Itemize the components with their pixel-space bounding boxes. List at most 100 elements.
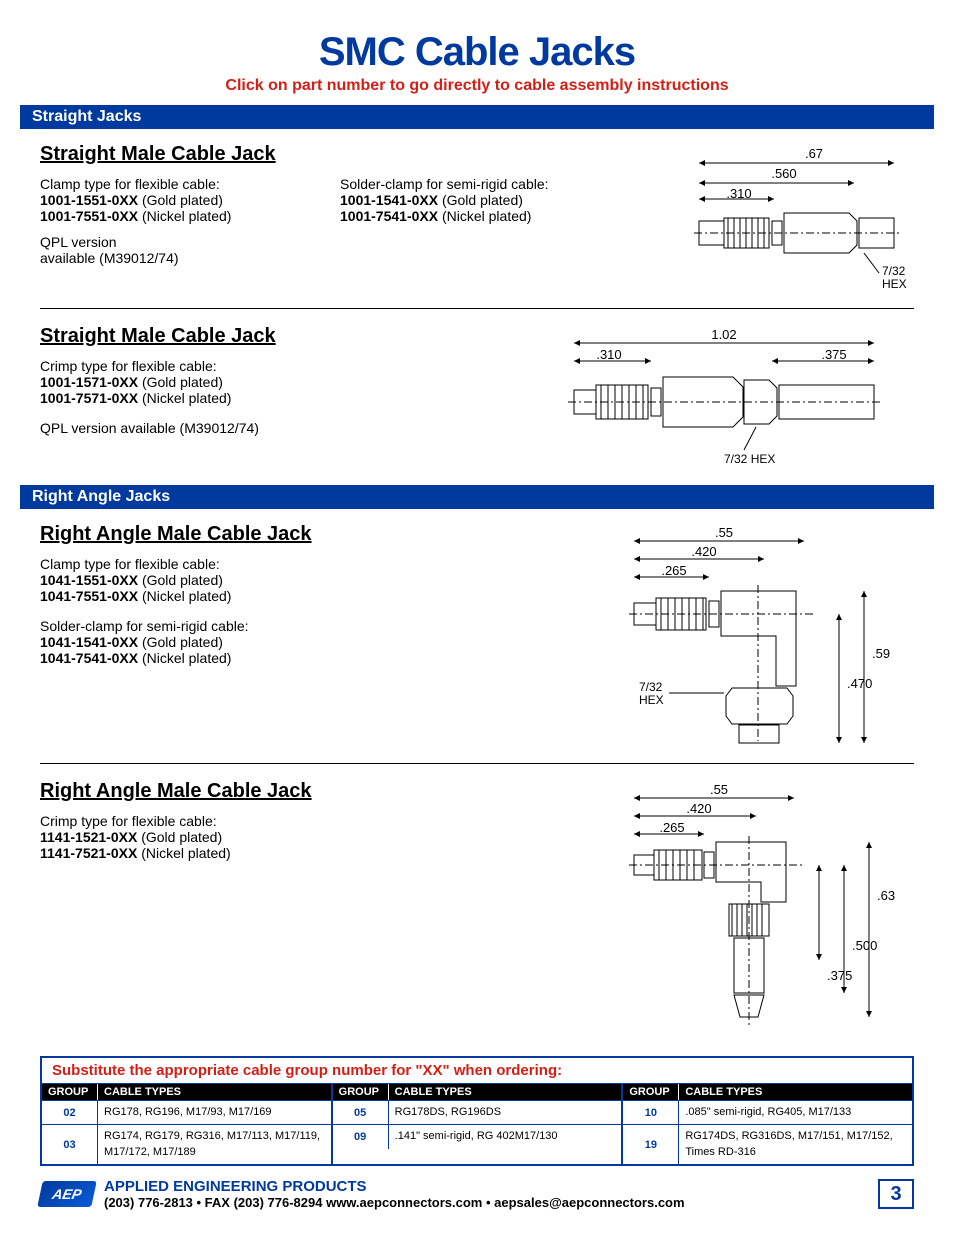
company-logo-icon: AEP (37, 1181, 97, 1207)
table-row: 05RG178DS, RG196DS (333, 1100, 622, 1124)
product-text: Right Angle Male Cable Jack Crimp type f… (40, 780, 564, 1030)
product-row: Straight Male Cable Jack Clamp type for … (40, 137, 914, 304)
product-intro: Clamp type for flexible cable: (40, 176, 324, 192)
product-text: Right Angle Male Cable Jack Clamp type f… (40, 523, 564, 753)
dim-label: .55 (715, 525, 733, 540)
footer-text: APPLIED ENGINEERING PRODUCTS (203) 776-2… (104, 1178, 868, 1210)
page-subtitle: Click on part number to go directly to c… (40, 77, 914, 95)
part-number-line: 1041-1541-0XX (Gold plated) (40, 634, 564, 650)
part-number-line: 1001-1551-0XX (Gold plated) (40, 192, 324, 208)
part-note: (Nickel plated) (138, 650, 231, 666)
hex-label: HEX (639, 693, 664, 707)
product-intro: Crimp type for flexible cable: (40, 813, 564, 829)
company-name: APPLIED ENGINEERING PRODUCTS (104, 1178, 367, 1195)
part-number-link[interactable]: 1141-1521-0XX (40, 829, 137, 845)
col-header: GROUP (333, 1084, 389, 1100)
part-number-line: 1041-7541-0XX (Nickel plated) (40, 650, 564, 666)
part-number-line: 1001-1571-0XX (Gold plated) (40, 374, 514, 390)
divider (40, 763, 914, 764)
col-header: CABLE TYPES (679, 1084, 912, 1100)
product-heading: Right Angle Male Cable Jack (40, 523, 564, 546)
footer-contact: (203) 776-2813 • FAX (203) 776-8294 www.… (104, 1195, 685, 1210)
part-number-link[interactable]: 1001-1541-0XX (340, 192, 438, 208)
dim-label: .265 (659, 820, 684, 835)
col-header: GROUP (623, 1084, 679, 1100)
product-heading: Straight Male Cable Jack (40, 325, 514, 348)
part-number-link[interactable]: 1001-1571-0XX (40, 374, 138, 390)
connector-diagram: .55 .420 .265 .59 .470 7/32 HEX (584, 523, 914, 753)
product-text: Straight Male Cable Jack Crimp type for … (40, 325, 514, 475)
connector-diagram: 1.02 .375 .310 7/32 HEX (534, 325, 914, 475)
hex-label: 7/32 HEX (724, 452, 775, 466)
qpl-note: QPL version (40, 234, 624, 250)
part-number-line: 1041-1551-0XX (Gold plated) (40, 572, 564, 588)
connector-diagram: .67 .560 .310 7/32 HEX (644, 143, 914, 298)
product-row: Right Angle Male Cable Jack Crimp type f… (40, 774, 914, 1036)
dim-label: .63 (877, 888, 895, 903)
part-note: (Nickel plated) (138, 390, 231, 406)
col-header: CABLE TYPES (98, 1084, 331, 1100)
part-note: (Gold plated) (438, 192, 523, 208)
types-cell: RG178DS, RG196DS (389, 1101, 622, 1124)
divider (40, 308, 914, 309)
page-title: SMC Cable Jacks (40, 30, 914, 75)
part-number-link[interactable]: 1141-7521-0XX (40, 845, 137, 861)
types-cell: RG174, RG179, RG316, M17/113, M17/119, M… (98, 1125, 331, 1164)
dim-label: .560 (771, 166, 796, 181)
part-number-link[interactable]: 1001-7541-0XX (340, 208, 438, 224)
connector-diagram: .55 .420 .265 .63 .500 .375 (584, 780, 914, 1030)
table-column: GROUPCABLE TYPES 02RG178, RG196, M17/93,… (42, 1084, 331, 1164)
dim-label: .375 (821, 347, 846, 362)
table-title: Substitute the appropriate cable group n… (42, 1058, 912, 1084)
page-footer: AEP APPLIED ENGINEERING PRODUCTS (203) 7… (40, 1178, 914, 1210)
group-cell: 02 (42, 1101, 98, 1124)
dim-label: .420 (686, 801, 711, 816)
dim-label: .420 (691, 544, 716, 559)
part-number-link[interactable]: 1041-7541-0XX (40, 650, 138, 666)
dim-label: .67 (805, 146, 823, 161)
part-number-line: 1001-7551-0XX (Nickel plated) (40, 208, 324, 224)
part-number-link[interactable]: 1041-7551-0XX (40, 588, 138, 604)
part-note: (Gold plated) (138, 192, 223, 208)
part-note: (Nickel plated) (138, 588, 231, 604)
group-cell: 19 (623, 1125, 679, 1164)
dim-label: 1.02 (711, 327, 736, 342)
product-heading: Right Angle Male Cable Jack (40, 780, 564, 803)
product-row: Straight Male Cable Jack Crimp type for … (40, 319, 914, 481)
part-note: (Nickel plated) (438, 208, 531, 224)
part-number-link[interactable]: 1041-1551-0XX (40, 572, 138, 588)
part-number-link[interactable]: 1001-7551-0XX (40, 208, 138, 224)
dim-label: .265 (661, 563, 686, 578)
table-column: GROUPCABLE TYPES 05RG178DS, RG196DS 09.1… (331, 1084, 622, 1164)
dim-label: .470 (847, 676, 872, 691)
page-number: 3 (878, 1179, 914, 1209)
part-note: (Gold plated) (138, 374, 223, 390)
part-number-link[interactable]: 1001-7571-0XX (40, 390, 138, 406)
section-right-angle-jacks: Right Angle Jacks (20, 485, 934, 509)
table-column: GROUPCABLE TYPES 10.085" semi-rigid, RG4… (621, 1084, 912, 1164)
part-note: (Gold plated) (138, 634, 223, 650)
dim-label: .310 (596, 347, 621, 362)
table-row: 09.141" semi-rigid, RG 402M17/130 (333, 1124, 622, 1148)
product-row: Right Angle Male Cable Jack Clamp type f… (40, 517, 914, 759)
section-straight-jacks: Straight Jacks (20, 105, 934, 129)
group-cell: 09 (333, 1125, 389, 1148)
qpl-note: available (M39012/74) (40, 250, 624, 266)
hex-label: 7/32 (882, 264, 906, 278)
part-note: (Nickel plated) (137, 845, 230, 861)
table-row: 19RG174DS, RG316DS, M17/151, M17/152, Ti… (623, 1124, 912, 1164)
dim-label: .55 (710, 782, 728, 797)
part-number-line: 1041-7551-0XX (Nickel plated) (40, 588, 564, 604)
product-intro: Solder-clamp for semi-rigid cable: (340, 176, 624, 192)
part-note: (Gold plated) (138, 572, 223, 588)
table-row: 03RG174, RG179, RG316, M17/113, M17/119,… (42, 1124, 331, 1164)
qpl-note: QPL version available (M39012/74) (40, 420, 514, 436)
part-number-link[interactable]: 1041-1541-0XX (40, 634, 138, 650)
part-number-line: 1001-7571-0XX (Nickel plated) (40, 390, 514, 406)
types-cell: RG178, RG196, M17/93, M17/169 (98, 1101, 331, 1124)
group-cell: 05 (333, 1101, 389, 1124)
col-header: CABLE TYPES (389, 1084, 622, 1100)
part-number-link[interactable]: 1001-1551-0XX (40, 192, 138, 208)
dim-label: .500 (852, 938, 877, 953)
part-note: (Gold plated) (137, 829, 222, 845)
